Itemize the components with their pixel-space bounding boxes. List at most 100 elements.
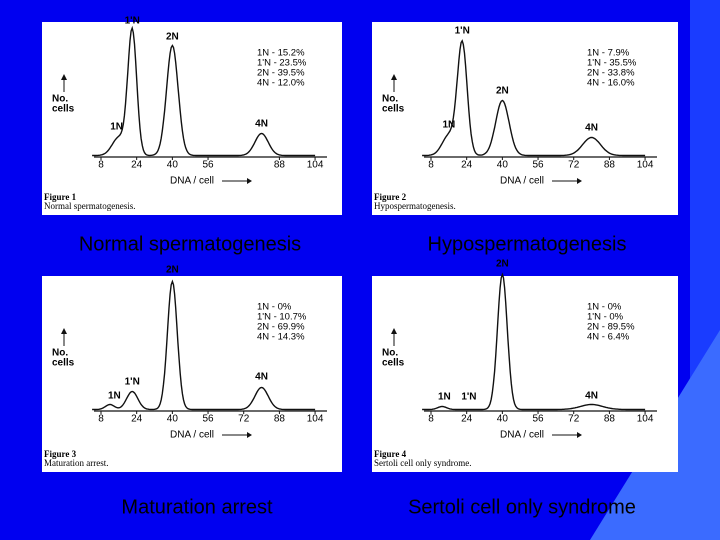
peak-label: 4N — [585, 391, 598, 402]
peak-label: 1'N — [461, 392, 476, 403]
peak-label: 4N — [255, 119, 268, 130]
panel-title: Maturation arrest — [121, 496, 273, 518]
figure-panel: 8 24 40 56 72 88 104 DNA / cell No.cells 2N 1'N 1N 4… — [42, 265, 342, 472]
x-tick-label: 56 — [202, 160, 214, 171]
x-label-arrowhead — [247, 178, 252, 184]
figure-background — [372, 276, 678, 472]
figure-caption: Maturation arrest. — [44, 458, 108, 468]
x-tick-label: 24 — [131, 414, 143, 425]
legend-entry: 2N - 39.5% — [257, 68, 305, 79]
legend-entry: 2N - 89.5% — [587, 322, 635, 333]
peak-label: 2N — [496, 86, 509, 97]
legend-entry: 4N - 16.0% — [587, 78, 635, 89]
peak-label: 2N — [166, 265, 179, 276]
y-label-arrowhead — [61, 74, 67, 80]
y-label-arrowhead — [391, 74, 397, 80]
x-axis-label: DNA / cell — [170, 176, 214, 187]
x-tick-label: 88 — [604, 414, 616, 425]
x-tick-label: 40 — [167, 414, 179, 425]
figure-panel: 8 24 40 56 88 104 DNA / cell No.cells 1'N 2N 1N 4N 1… — [42, 16, 342, 215]
peak-label: 1'N — [455, 26, 470, 37]
peak-label: 4N — [585, 123, 598, 134]
legend-entry: 4N - 14.3% — [257, 332, 305, 343]
x-tick-label: 72 — [238, 414, 250, 425]
panel-title: Normal spermatogenesis — [79, 233, 301, 255]
x-tick-label: 8 — [428, 414, 434, 425]
legend-entry: 1'N - 35.5% — [587, 58, 637, 69]
peak-label: 1'N — [125, 16, 140, 27]
legend-entry: 2N - 33.8% — [587, 68, 635, 79]
y-label-arrowhead — [391, 328, 397, 334]
x-tick-label: 40 — [497, 160, 509, 171]
x-tick-label: 104 — [307, 160, 324, 171]
y-axis-label: No. — [382, 94, 398, 105]
legend-entry: 1N - 0% — [257, 302, 292, 313]
figure-caption: Hypospermatogenesis. — [374, 201, 456, 211]
figure-number: Figure 4 — [374, 449, 407, 459]
legend-entry: 2N - 69.9% — [257, 322, 305, 333]
x-tick-label: 24 — [131, 160, 143, 171]
histogram-curve — [422, 272, 646, 411]
x-tick-label: 88 — [274, 160, 286, 171]
peak-label: 1'N — [125, 377, 140, 388]
y-axis-label: cells — [382, 104, 405, 115]
figure-background — [42, 276, 342, 472]
figure-caption: Sertoli cell only syndrome. — [374, 458, 471, 468]
x-tick-label: 56 — [532, 414, 544, 425]
x-tick-label: 88 — [604, 160, 616, 171]
peak-label: 1N — [442, 120, 455, 131]
x-tick-label: 104 — [637, 160, 654, 171]
x-tick-label: 56 — [202, 414, 214, 425]
peak-label: 1N — [438, 392, 451, 403]
x-tick-label: 8 — [428, 160, 434, 171]
panel-title: Hypospermatogenesis — [428, 233, 627, 255]
figure-background — [372, 22, 678, 215]
legend-entry: 1'N - 23.5% — [257, 58, 307, 69]
histogram-curve — [92, 25, 316, 157]
figure-number: Figure 1 — [44, 192, 77, 202]
legend-entry: 1N - 15.2% — [257, 48, 305, 59]
panel-title: Sertoli cell only syndrome — [408, 496, 636, 518]
x-tick-label: 72 — [568, 414, 580, 425]
x-tick-label: 8 — [98, 414, 104, 425]
x-label-arrowhead — [577, 432, 582, 438]
peak-label: 1N — [110, 122, 123, 133]
figure-number: Figure 2 — [374, 192, 407, 202]
x-label-arrowhead — [577, 178, 582, 184]
x-axis-label: DNA / cell — [170, 430, 214, 441]
x-axis-label: DNA / cell — [500, 176, 544, 187]
y-axis-label: cells — [382, 358, 405, 369]
peak-label: 2N — [496, 259, 509, 270]
x-label-arrowhead — [247, 432, 252, 438]
legend-entry: 1N - 7.9% — [587, 48, 630, 59]
x-tick-label: 24 — [461, 160, 473, 171]
x-tick-label: 56 — [532, 160, 544, 171]
x-tick-label: 72 — [568, 160, 580, 171]
figure-number: Figure 3 — [44, 449, 77, 459]
legend-entry: 4N - 6.4% — [587, 332, 630, 343]
x-tick-label: 104 — [307, 414, 324, 425]
histogram-curve — [422, 39, 646, 157]
y-label-arrowhead — [61, 328, 67, 334]
x-tick-label: 88 — [274, 414, 286, 425]
x-tick-label: 104 — [637, 414, 654, 425]
peak-label: 4N — [255, 372, 268, 383]
y-axis-label: No. — [52, 94, 68, 105]
y-axis-label: No. — [382, 348, 398, 359]
figure-background — [42, 22, 342, 215]
legend-entry: 4N - 12.0% — [257, 78, 305, 89]
figure-panel: 8 24 40 56 72 88 104 DNA / cell No.cells 2N 1N 1'N 4… — [372, 259, 678, 472]
x-tick-label: 8 — [98, 160, 104, 171]
x-axis-label: DNA / cell — [500, 430, 544, 441]
legend-entry: 1'N - 10.7% — [257, 312, 307, 323]
peak-label: 1N — [108, 391, 121, 402]
x-tick-label: 40 — [167, 160, 179, 171]
histogram-curve — [92, 279, 316, 411]
legend-entry: 1'N - 0% — [587, 312, 624, 323]
legend-entry: 1N - 0% — [587, 302, 622, 313]
figure-panel: 8 24 40 56 72 88 104 DNA / cell No.cells 1'N 2N 1N 4… — [372, 22, 678, 215]
figure-caption: Normal spermatogenesis. — [44, 201, 135, 211]
x-tick-label: 40 — [497, 414, 509, 425]
